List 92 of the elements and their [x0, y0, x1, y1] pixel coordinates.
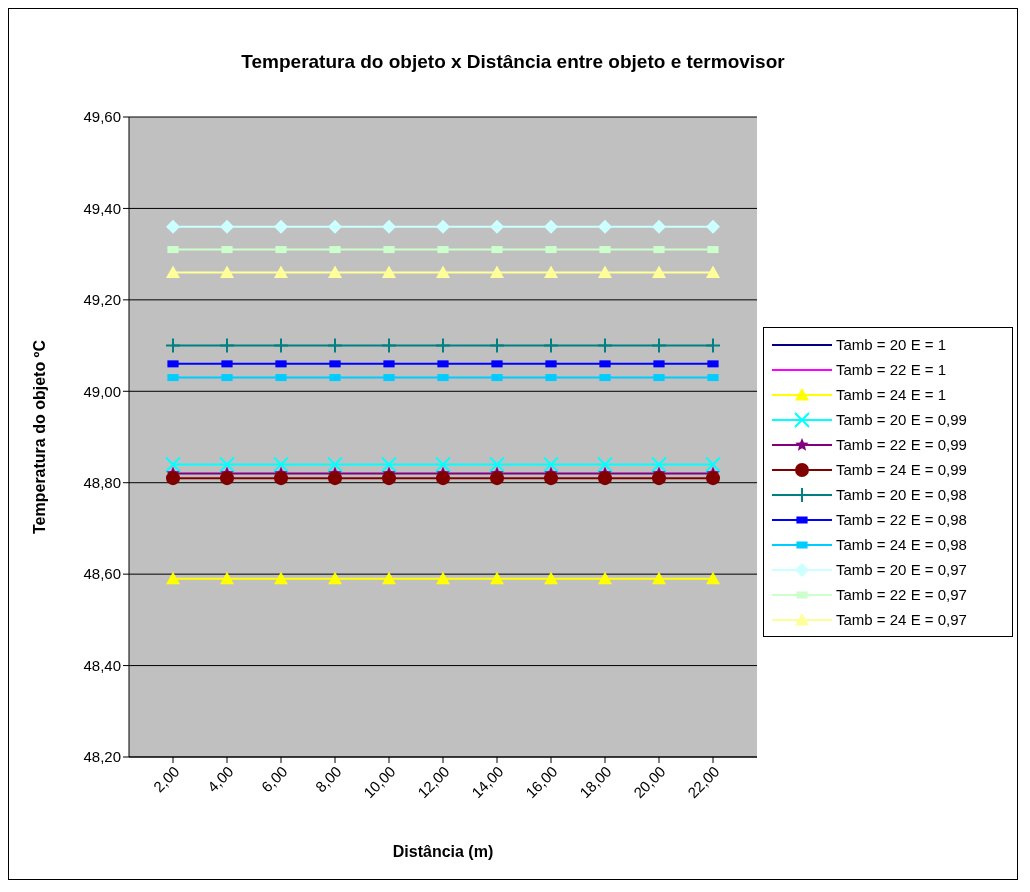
- point: [544, 571, 558, 585]
- point: [598, 265, 612, 279]
- point: [273, 337, 289, 354]
- point: [382, 265, 396, 279]
- y-tick-label: 49,00: [83, 382, 121, 400]
- point: [274, 265, 288, 279]
- point: [328, 219, 342, 234]
- point: [652, 265, 666, 279]
- point: [436, 265, 450, 279]
- y-tick-label: 49,20: [83, 291, 121, 309]
- point: [436, 571, 450, 585]
- point: [598, 219, 612, 234]
- point: [597, 337, 613, 354]
- point: [381, 456, 397, 473]
- legend-label: Tamb = 20 E = 0,99: [836, 411, 967, 428]
- y-tick-label: 48,20: [83, 748, 121, 766]
- point: [490, 219, 504, 234]
- x-tick-label: 6,00: [257, 762, 291, 796]
- point: [706, 571, 720, 585]
- point: [220, 571, 234, 585]
- point: [435, 456, 451, 473]
- point: [706, 265, 720, 279]
- x-tick-label: 8,00: [311, 762, 345, 796]
- y-tick-label: 49,60: [83, 108, 121, 126]
- legend-label: Tamb = 22 E = 0,97: [836, 586, 967, 603]
- x-tick-label: 4,00: [203, 762, 237, 796]
- point: [435, 337, 451, 354]
- point: [166, 471, 180, 486]
- point: [598, 471, 612, 486]
- chart-title: Temperatura do objeto x Distância entre objeto e termovisor: [240, 50, 786, 74]
- point: [652, 571, 666, 585]
- legend-label: Tamb = 20 E = 0,98: [836, 486, 967, 503]
- point: [328, 571, 342, 585]
- point: [705, 337, 721, 354]
- point: [274, 571, 288, 585]
- point: [544, 219, 558, 234]
- point: [327, 337, 343, 354]
- point: [165, 337, 181, 354]
- point: [273, 456, 289, 473]
- y-axis-title: Temperatura do objeto ºC: [30, 339, 48, 535]
- point: [219, 456, 235, 473]
- point: [489, 337, 505, 354]
- point: [651, 337, 667, 354]
- legend-label: Tamb = 22 E = 1: [836, 361, 947, 378]
- point: [436, 471, 450, 486]
- point: [490, 265, 504, 279]
- point: [543, 337, 559, 354]
- point: [543, 456, 559, 473]
- point: [544, 265, 558, 279]
- y-tick-label: 48,40: [83, 656, 121, 674]
- point: [598, 571, 612, 585]
- point: [651, 456, 667, 473]
- point: [274, 219, 288, 234]
- y-tick-label: 48,80: [83, 474, 121, 492]
- legend-label: Tamb = 24 E = 0,99: [836, 461, 967, 478]
- point: [490, 571, 504, 585]
- legend-label: Tamb = 22 E = 0,99: [836, 436, 967, 453]
- point: [219, 337, 235, 354]
- point: [652, 471, 666, 486]
- point: [165, 456, 181, 473]
- legend-label: Tamb = 22 E = 0,98: [836, 511, 967, 528]
- point: [490, 471, 504, 486]
- point: [705, 456, 721, 473]
- point: [166, 571, 180, 585]
- legend-label: Tamb = 24 E = 1: [836, 386, 947, 403]
- point: [220, 219, 234, 234]
- point: [706, 471, 720, 486]
- y-tick-label: 49,40: [83, 199, 121, 217]
- point: [652, 219, 666, 234]
- point: [274, 471, 288, 486]
- point: [381, 337, 397, 354]
- point: [220, 471, 234, 486]
- legend-label: Tamb = 24 E = 0,97: [836, 611, 967, 628]
- point: [328, 265, 342, 279]
- point: [489, 456, 505, 473]
- point: [166, 265, 180, 279]
- point: [544, 471, 558, 486]
- y-tick-label: 48,60: [83, 565, 121, 583]
- point: [166, 219, 180, 234]
- point: [436, 219, 450, 234]
- x-axis-title: Distância (m): [392, 843, 494, 860]
- point: [382, 471, 396, 486]
- point: [327, 456, 343, 473]
- point: [597, 456, 613, 473]
- point: [382, 219, 396, 234]
- legend-label: Tamb = 24 E = 0,98: [836, 536, 967, 553]
- legend-label: Tamb = 20 E = 1: [836, 336, 947, 353]
- point: [328, 471, 342, 486]
- legend-label: Tamb = 20 E = 0,97: [836, 561, 967, 578]
- point: [220, 265, 234, 279]
- point: [706, 219, 720, 234]
- point: [382, 571, 396, 585]
